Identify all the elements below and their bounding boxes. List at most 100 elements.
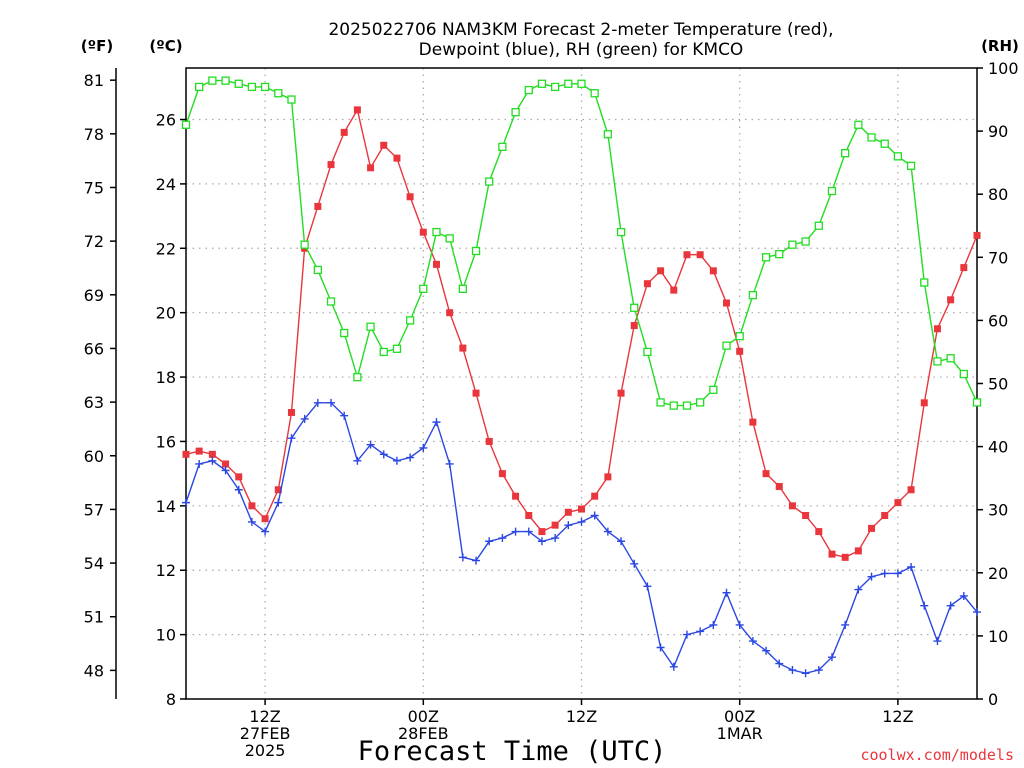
dewpoint-point — [340, 411, 349, 420]
temperature-point — [353, 106, 361, 114]
rh-point — [643, 347, 652, 357]
rh-point — [603, 130, 613, 139]
temperature-point — [578, 505, 585, 513]
fahrenheit-tick-label: 57 — [84, 500, 104, 519]
rh-point — [485, 177, 494, 186]
dewpoint-point — [656, 643, 665, 652]
rh-point — [590, 89, 599, 98]
dewpoint-point — [524, 527, 533, 536]
temperature-point — [657, 267, 665, 275]
dewpoint-point — [788, 666, 797, 675]
rh-tick-label: 60 — [988, 311, 1008, 330]
dewpoint-point — [406, 453, 415, 462]
temperature-point — [419, 228, 427, 236]
temperature-point — [222, 460, 230, 468]
temperature-point — [630, 322, 638, 330]
temperature-point — [788, 502, 796, 510]
fahrenheit-tick-label: 66 — [84, 339, 104, 358]
dewpoint-point — [537, 537, 546, 546]
rh-point — [854, 120, 863, 129]
temperature-point — [815, 528, 823, 536]
celsius-tick-label: 16 — [156, 432, 176, 451]
rh-point — [920, 278, 929, 287]
celsius-tick-label: 18 — [156, 368, 176, 387]
dewpoint-point — [366, 440, 375, 449]
rh-point — [392, 344, 402, 353]
rh-tick-label: 0 — [988, 690, 998, 709]
temperature-point — [287, 408, 295, 416]
rh-point — [537, 79, 547, 88]
rh-point — [313, 265, 322, 275]
dewpoint-point — [511, 527, 520, 536]
dewpoint-point — [643, 582, 652, 591]
rh-point — [630, 303, 639, 312]
x-tick-label: 12Z — [566, 707, 597, 726]
rh-point — [471, 246, 481, 256]
rh-point — [972, 398, 982, 407]
plot-frame — [185, 67, 978, 700]
dewpoint-point — [247, 517, 256, 526]
temperature-point — [564, 508, 572, 516]
temperature-point — [498, 470, 506, 478]
rh-point — [722, 341, 731, 350]
rh-point — [287, 95, 296, 104]
chart-subtitle: Dewpoint (blue), RH (green) for KMCO — [419, 40, 744, 60]
dewpoint-point — [221, 466, 230, 475]
dewpoint-point — [182, 498, 190, 507]
rh-tick-label: 70 — [988, 248, 1008, 267]
temperature-point — [920, 399, 928, 407]
dewpoint-point — [234, 485, 243, 494]
temperature-point — [841, 553, 849, 561]
temperature-point — [182, 450, 190, 458]
celsius-unit-label: (ºC) — [149, 37, 182, 55]
fahrenheit-tick-label: 75 — [84, 178, 104, 197]
dewpoint-point — [261, 527, 270, 536]
dewpoint-point — [669, 662, 678, 671]
chart-title: 2025022706 NAM3KM Forecast 2-meter Tempe… — [328, 20, 833, 40]
temperature-point — [393, 154, 401, 162]
celsius-tick-label: 26 — [156, 111, 176, 130]
rh-point — [906, 161, 916, 170]
fahrenheit-tick-label: 81 — [84, 71, 104, 90]
x-tick-label: 27FEB — [240, 724, 291, 743]
rh-point — [550, 82, 560, 92]
dewpoint-point — [682, 630, 691, 639]
dewpoint-point — [801, 669, 810, 678]
temperature-point — [591, 492, 599, 500]
temperature-point — [195, 447, 203, 455]
celsius-tick-label: 22 — [156, 239, 176, 258]
rh-point — [577, 79, 586, 88]
temperature-point — [274, 486, 282, 494]
x-tick-label: 12Z — [882, 707, 913, 726]
temperature-point — [670, 286, 678, 294]
fahrenheit-tick-label: 51 — [84, 608, 104, 627]
temperature-line — [185, 108, 978, 559]
rh-point — [880, 139, 889, 148]
temperature-point — [261, 515, 269, 523]
x-tick-label: 12Z — [249, 707, 280, 726]
x-tick-label: 28FEB — [398, 724, 449, 743]
rh-tick-label: 90 — [988, 122, 1008, 141]
temperature-point — [367, 164, 375, 172]
temperature-point — [723, 299, 731, 307]
rh-point — [247, 82, 257, 92]
dewpoint-point — [498, 534, 507, 543]
temperature-point — [472, 389, 480, 397]
rh-point — [827, 186, 837, 196]
rh-point — [405, 316, 415, 325]
dewpoint-point — [907, 563, 916, 572]
dewpoint-point — [327, 398, 336, 407]
dewpoint-point — [432, 418, 441, 427]
celsius-tick-label: 24 — [156, 175, 176, 194]
rh-point — [221, 76, 230, 85]
temperature-point — [802, 511, 810, 519]
x-tick-label: 00Z — [408, 707, 439, 726]
dewpoint-point — [195, 459, 204, 468]
temperature-point — [775, 483, 783, 491]
temperature-point — [432, 260, 440, 268]
dewpoint-point — [709, 620, 718, 629]
data-series — [181, 76, 982, 678]
rh-point — [933, 357, 942, 366]
rh-point — [379, 347, 388, 357]
